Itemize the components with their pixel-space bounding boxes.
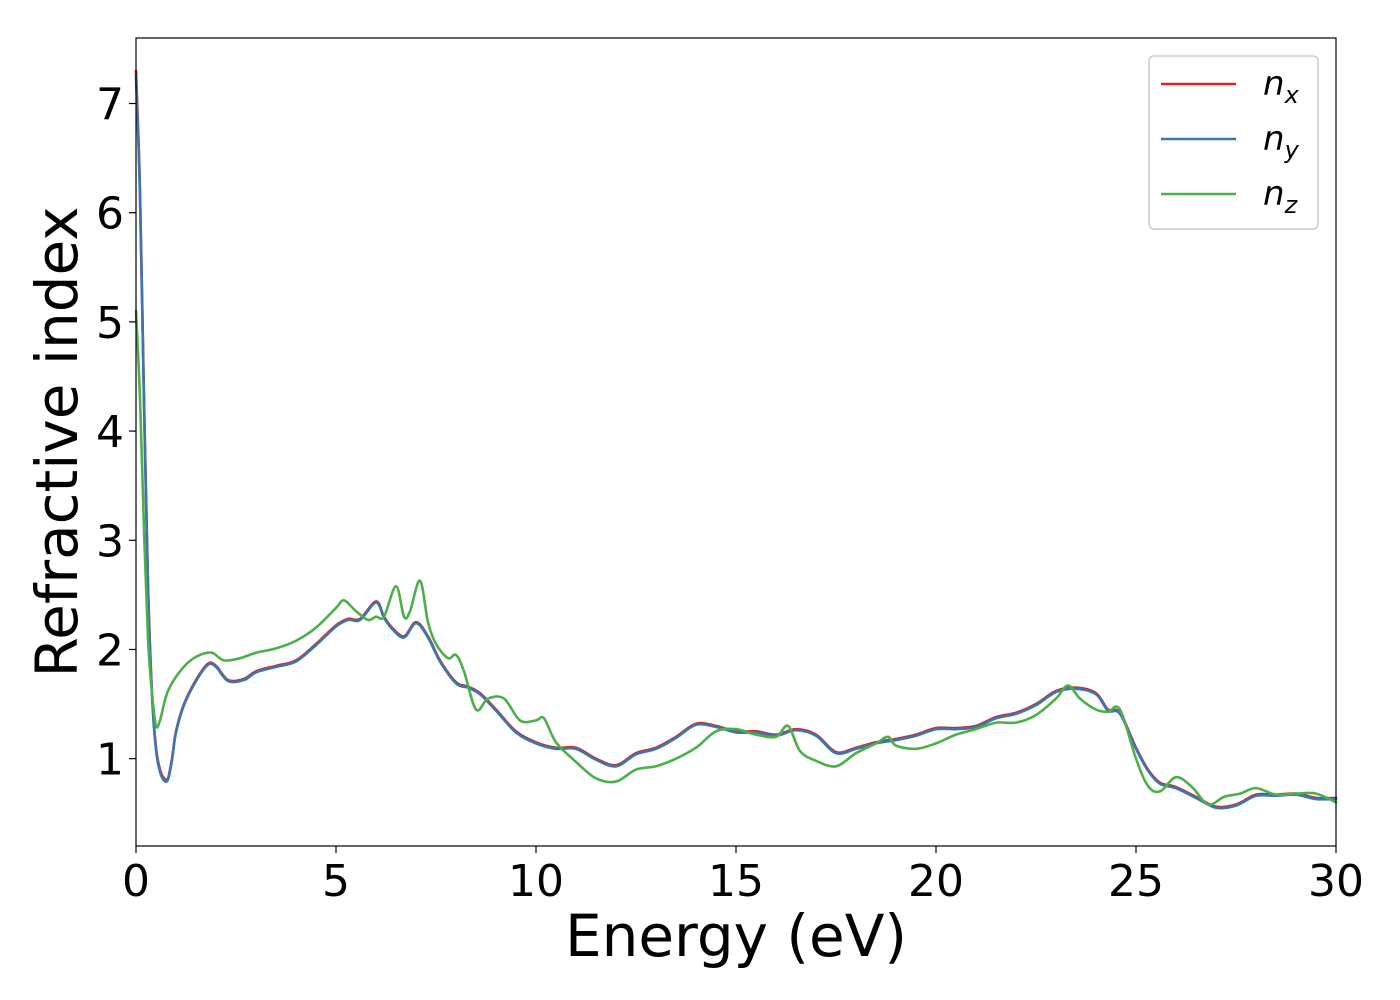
y-tick-label: 6 — [96, 189, 124, 240]
y-tick-label: 7 — [96, 80, 124, 131]
plot-background — [136, 38, 1336, 846]
legend-label-y: ny — [1263, 119, 1300, 164]
y-tick-label: 5 — [96, 298, 124, 349]
x-tick-label: 25 — [1108, 856, 1164, 907]
series-line-y — [134, 74, 1338, 810]
y-axis: 1 2 3 4 5 6 7 — [96, 80, 136, 786]
legend-label-z: nz — [1263, 174, 1299, 219]
legend-label-subscript: y — [1284, 136, 1300, 164]
legend-box — [1148, 55, 1319, 230]
x-tick-label: 30 — [1308, 856, 1364, 907]
x-tick-label: 20 — [908, 856, 964, 907]
x-tick-label: 0 — [122, 856, 150, 907]
series-line-z — [134, 309, 1338, 807]
x-tick-label: 10 — [508, 856, 564, 907]
series-layer — [134, 69, 1338, 810]
y-tick-label: 1 — [96, 735, 124, 786]
legend-label-subscript: x — [1284, 81, 1300, 109]
x-axis-title: Energy (eV) — [565, 902, 907, 970]
legend-label-base: n — [1263, 119, 1285, 159]
x-axis: 0 5 10 15 20 25 30 — [122, 846, 1364, 907]
y-axis-title: Refractive index — [23, 206, 91, 677]
legend-label-x: nx — [1263, 64, 1300, 109]
x-tick-label: 5 — [322, 856, 350, 907]
y-tick-label: 3 — [96, 516, 124, 567]
legend-label-base: n — [1263, 174, 1285, 214]
y-tick-label: 2 — [96, 625, 124, 676]
legend-label-subscript: z — [1284, 191, 1299, 219]
x-tick-label: 15 — [708, 856, 764, 907]
y-tick-label: 4 — [96, 407, 124, 458]
legend-label-base: n — [1263, 64, 1285, 104]
